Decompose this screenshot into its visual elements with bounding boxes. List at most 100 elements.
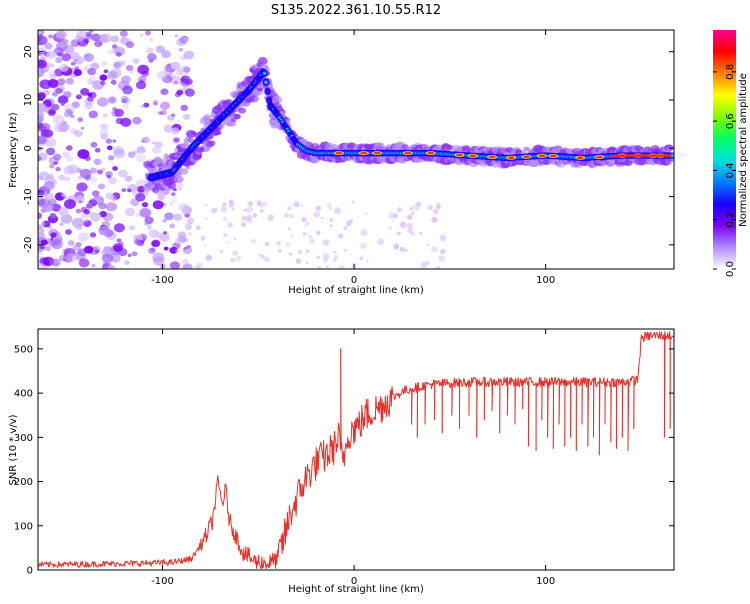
spectrogram-noise-blob <box>112 166 118 171</box>
spectrogram-noise-blob <box>180 236 187 243</box>
spectrogram-noise-blob <box>67 240 75 246</box>
spectrogram-noise-blob <box>64 176 71 182</box>
spectrogram-hotspot-core <box>522 155 531 159</box>
spectrogram-noise-blob <box>65 229 72 235</box>
spectrogram-noise-blob <box>75 209 81 213</box>
snr-x-tick-label: 100 <box>536 576 555 587</box>
spectrogram-noise-blob <box>164 212 174 221</box>
spectrogram-ridge-band <box>142 56 674 195</box>
spectrogram-noise-blob <box>112 243 124 252</box>
spectrogram-noise-blob <box>180 78 191 87</box>
snr-frame <box>37 328 675 571</box>
spectrogram-noise-blob <box>99 74 108 81</box>
spectrogram-noise-blob <box>51 239 63 250</box>
spectrogram-noise-blob <box>77 117 84 123</box>
spectrogram-noise-blob <box>287 227 291 231</box>
spectrogram-noise-blob <box>51 258 61 267</box>
spectrogram-noise-blob <box>61 193 66 197</box>
spectrogram-noise-blob <box>70 114 75 119</box>
spectrogram-noise-blob <box>53 47 65 56</box>
spectrogram-noise-blob <box>71 101 80 109</box>
spectrogram-noise-blob <box>60 214 73 224</box>
spectrogram-hotspot-core <box>595 155 603 159</box>
spectrogram-noise-blob <box>440 249 446 255</box>
spectrogram-noise-blob <box>38 197 46 206</box>
spectrogram-noise-blob <box>75 94 82 100</box>
spectrogram-noise-blob <box>329 224 333 228</box>
spectrogram-noise-blob <box>61 38 69 45</box>
spectrogram-noise-blob <box>289 213 294 219</box>
spectrogram-noise-blob <box>304 224 308 228</box>
spectrogram-noise-blob <box>122 103 130 110</box>
spectrogram-noise-blob <box>163 231 168 235</box>
spectrogram-noise-blob <box>52 114 65 125</box>
spectrogram-noise-blob <box>38 135 48 145</box>
spectrogram-noise-blob <box>276 241 281 246</box>
spectrogram-noise-blob <box>188 231 192 236</box>
spectrogram-noise-blob <box>100 133 108 140</box>
spectrogram-ridge-blob <box>221 121 227 126</box>
spectrogram-noise-blob <box>97 169 104 175</box>
spectrogram-noise-blob <box>58 174 66 181</box>
spectrogram-noise-blob <box>127 253 132 257</box>
spectrogram-noise-blob <box>131 251 138 257</box>
spectrogram-noise-blob <box>71 217 84 228</box>
spectrogram-noise-blob <box>38 223 42 231</box>
spectrogram-noise-blob <box>69 74 75 79</box>
spectrogram-noise-blob <box>44 245 52 252</box>
spectrogram-noise-blob <box>178 203 190 212</box>
spectrogram-noise-blob <box>46 62 53 68</box>
spectrogram-y-ticks: -20 -10 0 10 20 <box>23 45 674 253</box>
spectrogram-noise-blob <box>267 214 275 222</box>
spectrogram-noise-blob <box>149 38 154 42</box>
spectrogram-noise-blob <box>38 155 42 162</box>
spectrogram-ridge-blob <box>173 175 184 184</box>
spectrogram-noise-blob <box>228 201 235 208</box>
spectrogram-hotspot-core <box>404 151 412 155</box>
spectrogram-noise-blob <box>65 145 73 151</box>
spectrogram-noise-blob <box>58 63 69 72</box>
spectrogram-noise-blob <box>91 263 96 268</box>
spectrogram-noise-blob <box>38 262 45 269</box>
spectrogram-noise-blob <box>169 246 178 254</box>
spectrogram-noise-blob <box>46 50 57 59</box>
spectrogram-noise-blob <box>102 113 108 118</box>
spectrogram-y-tick-label: 20 <box>23 45 34 58</box>
spectrogram-noise-blob <box>75 208 82 214</box>
spectrogram-noise-blob <box>77 175 83 180</box>
spectrogram-noise-blob <box>86 79 94 85</box>
spectrogram-noise-blob <box>184 88 195 97</box>
spectrogram-noise-blob <box>172 188 177 192</box>
spectrogram-noise-blob <box>236 255 242 262</box>
spectrogram-x-tick-label: -100 <box>151 275 174 286</box>
spectrogram-y-tick-label: 0 <box>23 145 34 151</box>
spectrogram-noise-blob <box>182 263 193 269</box>
spectrogram-noise-blob <box>65 77 74 85</box>
spectrogram-noise-blob <box>317 265 322 269</box>
spectrogram-y-tick-label: -20 <box>23 237 34 253</box>
spectrogram-noise-blob <box>44 42 53 50</box>
spectrogram-noise-blob <box>162 218 167 223</box>
snr-y-label: SNR (10 * v/v) <box>8 414 19 485</box>
spectrogram-noise-blob <box>47 109 56 117</box>
spectrogram-noise-blob <box>264 241 270 247</box>
spectrogram-noise-blob <box>154 141 163 148</box>
spectrogram-noise-blob <box>53 153 62 161</box>
spectrogram-noise-blob <box>70 128 78 135</box>
spectrogram-noise-blob <box>186 217 194 225</box>
spectrogram-noise-blob <box>132 116 142 125</box>
spectrogram-noise-blob <box>119 30 128 37</box>
spectrogram-noise-blob <box>122 85 133 95</box>
spectrogram-noise-blob <box>75 195 86 204</box>
snr-y-tick-label: 200 <box>14 477 33 488</box>
spectrogram-ridge-blob <box>257 84 262 89</box>
spectrogram-noise-blob <box>67 164 80 174</box>
spectrogram-noise-blob <box>176 37 187 47</box>
spectrogram-noise-blob <box>277 248 282 254</box>
spectrogram-noise-blob <box>38 262 41 267</box>
spectrogram-noise-blob <box>87 68 97 76</box>
spectrogram-noise-blob <box>83 52 95 62</box>
spectrogram-noise-blob <box>135 80 147 90</box>
spectrogram-noise-blob <box>135 154 146 163</box>
spectrogram-noise-blob <box>101 167 106 171</box>
